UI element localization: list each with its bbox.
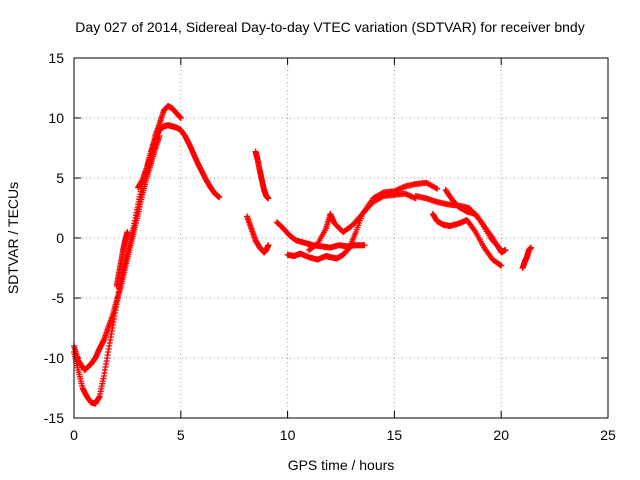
data-point: [432, 185, 439, 192]
data-point: [265, 242, 272, 249]
data-point: [528, 244, 535, 251]
series-arc-13: [519, 244, 535, 271]
data-point: [498, 262, 505, 269]
data-point: [379, 193, 386, 200]
y-tick-label: 15: [48, 50, 64, 66]
plot-frame: [73, 57, 609, 419]
series-arc-6: [244, 213, 272, 256]
data-point: [216, 194, 223, 201]
chart-title: Day 027 of 2014, Sidereal Day-to-day VTE…: [75, 19, 584, 35]
data-point: [502, 247, 509, 253]
data-point: [361, 242, 368, 249]
series-arc-12: [442, 187, 509, 256]
series-arc-8: [273, 219, 368, 251]
axis-ticks: 0 5 10 15 20 25 -15 -10 -5 0 5 10 15: [44, 50, 616, 443]
x-tick-label: 25: [600, 427, 616, 443]
data-point: [177, 115, 184, 121]
y-tick-label: 0: [56, 230, 64, 246]
x-tick-label: 20: [493, 427, 509, 443]
y-tick-label: 10: [48, 110, 64, 126]
data-point: [124, 229, 131, 235]
x-tick-label: 0: [70, 427, 78, 443]
series-arc-11: [429, 211, 505, 269]
y-tick-label: -15: [44, 410, 64, 426]
x-tick-label: 10: [280, 427, 296, 443]
series-arc-5: [252, 148, 272, 202]
data-point: [265, 195, 272, 202]
data-points: [71, 103, 535, 407]
series-arc-9: [305, 190, 419, 253]
series-arc-4: [135, 103, 184, 191]
data-point: [497, 261, 504, 268]
data-point: [434, 185, 441, 192]
grid: [74, 58, 608, 418]
y-axis-label: SDTVAR / TECUs: [5, 182, 21, 294]
x-tick-label: 15: [387, 427, 403, 443]
y-tick-label: -5: [52, 290, 65, 306]
x-tick-label: 5: [177, 427, 185, 443]
x-axis-label: GPS time / hours: [288, 457, 395, 473]
y-tick-label: 5: [56, 170, 64, 186]
series-arc-3: [113, 229, 131, 289]
y-tick-label: -10: [44, 350, 64, 366]
